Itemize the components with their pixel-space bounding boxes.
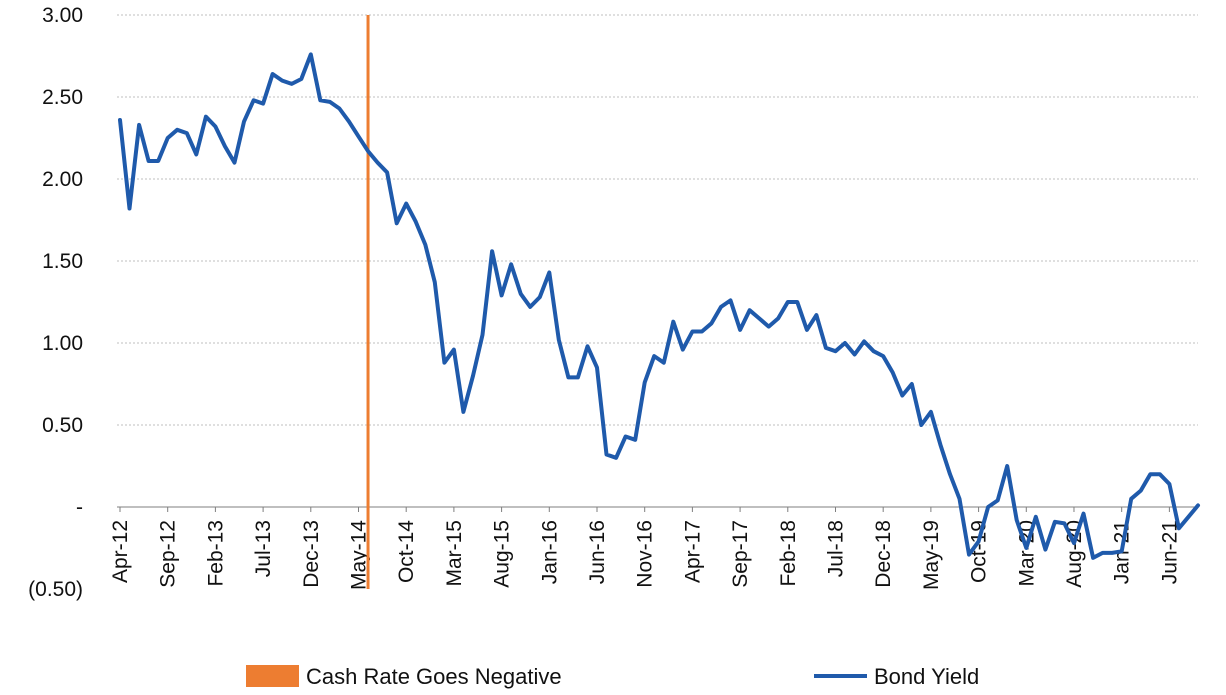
bond-yield-line (118, 52, 1200, 560)
x-tick-label: Aug-20 (1063, 520, 1086, 588)
legend-label: Cash Rate Goes Negative (306, 664, 562, 689)
x-tick-label: Mar-15 (443, 520, 466, 587)
x-axis-tick-labels: Apr-12 Sep-12 Feb-13 Jul-13 Dec-13 May-14 Oct-… (109, 520, 1181, 590)
x-tick-label: Feb-13 (204, 520, 227, 587)
x-tick-label: Jul-18 (824, 520, 847, 577)
x-tick-label: Jun-16 (586, 520, 609, 584)
x-tick-label: Apr-12 (109, 520, 132, 583)
y-tick-label: - (76, 496, 83, 519)
legend-label: Bond Yield (874, 664, 979, 689)
x-tick-label: May-19 (920, 520, 943, 590)
axes (117, 506, 1198, 512)
x-tick-label: Sep-12 (157, 520, 180, 588)
y-tick-label: 2.50 (42, 86, 83, 109)
gridlines (117, 14, 1198, 426)
y-axis-tick-labels: 3.00 2.50 2.00 1.50 1.00 0.50 - (0.50) (28, 4, 83, 601)
y-tick-label: 0.50 (42, 414, 83, 437)
x-tick-label: Aug-15 (491, 520, 514, 588)
x-tick-label: Oct-14 (395, 520, 418, 583)
x-tick-label: Apr-17 (681, 520, 704, 583)
x-tick-label: Oct-19 (968, 520, 991, 583)
y-tick-label: 1.00 (42, 332, 83, 355)
legend-swatch-cash-rate (246, 665, 299, 687)
y-tick-label: (0.50) (28, 578, 83, 601)
y-tick-label: 2.00 (42, 168, 83, 191)
x-tick-label: May-14 (347, 520, 370, 590)
x-tick-label: Jul-13 (252, 520, 275, 577)
x-tick-label: Dec-18 (872, 520, 895, 588)
x-tick-label: Dec-13 (300, 520, 323, 588)
y-tick-label: 3.00 (42, 4, 83, 27)
series-lines (118, 52, 1200, 560)
x-tick-label: Nov-16 (634, 520, 657, 588)
y-tick-label: 1.50 (42, 250, 83, 273)
x-tick-label: Jan-16 (538, 520, 561, 584)
legend: Cash Rate Goes Negative Bond Yield (246, 664, 979, 689)
x-tick-label: Jun-21 (1158, 520, 1181, 584)
x-tick-label: Feb-18 (777, 520, 800, 587)
x-tick-label: Sep-17 (729, 520, 752, 588)
